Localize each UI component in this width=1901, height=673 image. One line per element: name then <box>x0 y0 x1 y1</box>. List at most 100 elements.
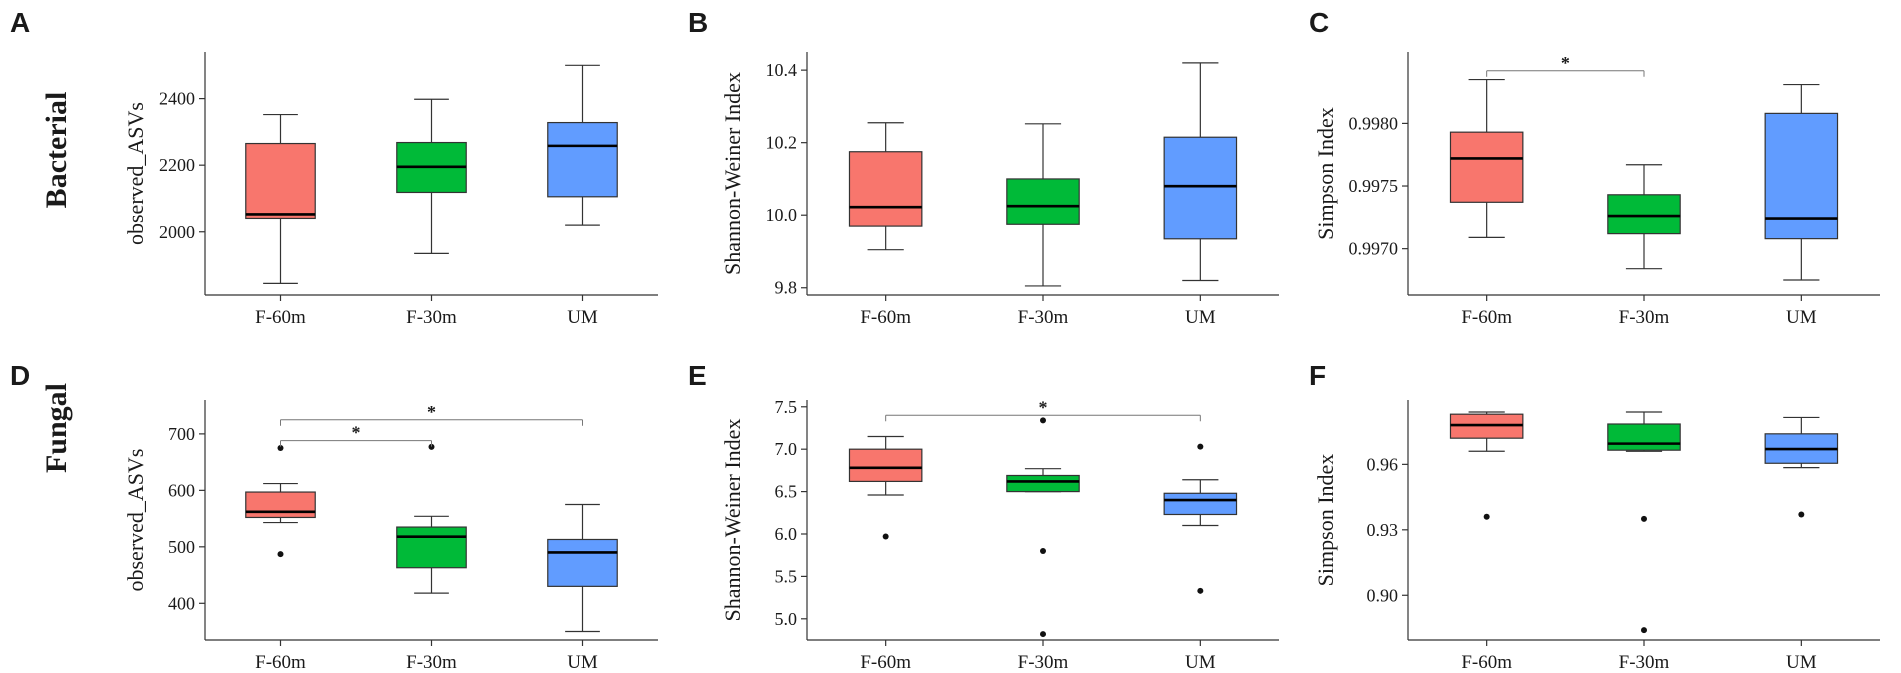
x-tick-label: F-60m <box>255 652 306 673</box>
x-tick-label: UM <box>567 652 598 673</box>
panel-letter-e: E <box>688 360 707 391</box>
box-iqr <box>1006 474 1080 493</box>
box-iqr <box>396 526 467 569</box>
outlier-point <box>1040 631 1046 638</box>
box-um <box>547 503 618 633</box>
box-f-60m <box>848 122 923 251</box>
y-tick-label: 0.9980 <box>1349 113 1399 133</box>
row-label-bacterial: Bacterial <box>40 92 73 209</box>
x-tick-label: F-60m <box>1461 652 1512 673</box>
x-tick-label: F-60m <box>1461 307 1512 328</box>
outlier-point <box>1641 515 1647 522</box>
significance-bracket: * <box>885 397 1201 422</box>
outlier-point <box>1798 511 1805 518</box>
box-um <box>1163 443 1238 594</box>
y-tick-label: 0.90 <box>1367 585 1399 605</box>
panel-b: 9.8 10.0 10.2 10.4 Shannon-Weiner Index F-60m… <box>720 52 1279 328</box>
box-iqr <box>547 121 618 198</box>
box-f-60m <box>848 435 923 540</box>
box-iqr <box>547 538 618 587</box>
panel-e: 5.0 5.5 6.0 6.5 7.0 7.5 Shannon-Weiner Index F-… <box>720 397 1279 673</box>
outlier-point <box>882 533 889 540</box>
significance-bracket: * <box>1486 53 1645 77</box>
y-tick-label: 5.0 <box>775 609 798 629</box>
y-axis-label: Shannon-Weiner Index <box>720 419 745 622</box>
y-tick-label: 7.5 <box>775 397 798 417</box>
box-iqr <box>1449 131 1524 203</box>
x-tick-label: F-60m <box>860 307 911 328</box>
y-tick-label: 2400 <box>159 89 195 109</box>
y-axis-label: Shannon-Weiner Index <box>720 72 745 275</box>
y-tick-label: 600 <box>168 480 195 500</box>
y-tick-label: 0.9975 <box>1349 176 1399 196</box>
box-iqr <box>848 151 923 227</box>
outlier-point <box>1197 443 1204 450</box>
y-tick-label: 0.96 <box>1367 454 1399 474</box>
box-iqr <box>1163 136 1238 240</box>
y-tick-label: 5.5 <box>775 566 798 586</box>
significance-label: * <box>1561 53 1570 73</box>
y-axis-label: observed_ASVs <box>123 102 148 245</box>
box-f-30m <box>1006 123 1080 287</box>
box-iqr <box>1607 423 1681 451</box>
outlier-point <box>277 445 284 451</box>
significance-label: * <box>427 402 436 422</box>
x-tick-label: F-30m <box>406 307 457 328</box>
outlier-point <box>1197 587 1204 594</box>
panel-letter-b: B <box>688 7 708 38</box>
panel-f: 0.90 0.93 0.96 Simpson Index F-60m F-30m UM <box>1313 400 1880 673</box>
y-tick-label: 0.93 <box>1367 520 1399 540</box>
box-um <box>1163 62 1238 282</box>
y-axis-label: Simpson Index <box>1313 454 1338 587</box>
x-tick-label: UM <box>1786 652 1817 673</box>
outlier-point <box>428 443 435 450</box>
box-f-30m <box>396 443 467 594</box>
y-tick-label: 500 <box>168 537 195 557</box>
box-iqr <box>1006 178 1080 225</box>
panel-a: 2000 2200 2400 observed_ASVs F-60m F-30m UM <box>123 52 658 328</box>
box-f-30m <box>396 98 467 254</box>
x-tick-label: F-30m <box>406 652 457 673</box>
box-f-60m <box>1449 411 1524 520</box>
box-f-60m <box>245 445 316 558</box>
y-tick-label: 6.0 <box>775 524 798 544</box>
outlier-point <box>1483 513 1490 520</box>
panel-c: 0.9970 0.9975 0.9980 Simpson Index F-60m F-30… <box>1313 52 1880 328</box>
box-iqr <box>245 142 316 220</box>
y-tick-label: 700 <box>168 424 195 444</box>
box-um <box>1764 416 1839 518</box>
x-tick-label: F-60m <box>860 652 911 673</box>
box-um <box>1764 83 1839 281</box>
y-tick-label: 10.2 <box>766 133 798 153</box>
y-tick-label: 2200 <box>159 155 195 175</box>
y-tick-label: 7.0 <box>775 439 798 459</box>
x-tick-label: UM <box>1786 307 1817 328</box>
significance-bracket: * <box>280 402 583 426</box>
x-tick-label: F-30m <box>1619 307 1670 328</box>
panel-d: 400 500 600 700 observed_ASVs F-60m F-30m UM * * <box>123 400 658 673</box>
x-tick-label: F-60m <box>255 307 306 328</box>
box-um <box>547 64 618 226</box>
panel-letter-c: C <box>1309 7 1329 38</box>
panel-letter-d: D <box>10 360 30 391</box>
box-f-30m <box>1006 417 1080 638</box>
box-f-30m <box>1607 164 1681 270</box>
outlier-point <box>1641 627 1647 634</box>
box-iqr <box>848 448 923 483</box>
y-axis-label: Simpson Index <box>1313 107 1338 240</box>
outlier-point <box>277 551 284 558</box>
box-iqr <box>1607 194 1681 235</box>
panel-letter-f: F <box>1309 360 1326 391</box>
box-f-60m <box>245 113 316 284</box>
y-tick-label: 6.5 <box>775 482 798 502</box>
row-label-fungal: Fungal <box>40 383 73 473</box>
y-tick-label: 400 <box>168 593 195 613</box>
significance-label: * <box>1039 397 1048 417</box>
x-tick-label: UM <box>1185 652 1216 673</box>
x-tick-label: UM <box>1185 307 1216 328</box>
panel-letter-a: A <box>10 7 30 38</box>
y-tick-label: 2000 <box>159 222 195 242</box>
y-axis-label: observed_ASVs <box>123 449 148 592</box>
y-tick-label: 10.4 <box>766 60 798 80</box>
